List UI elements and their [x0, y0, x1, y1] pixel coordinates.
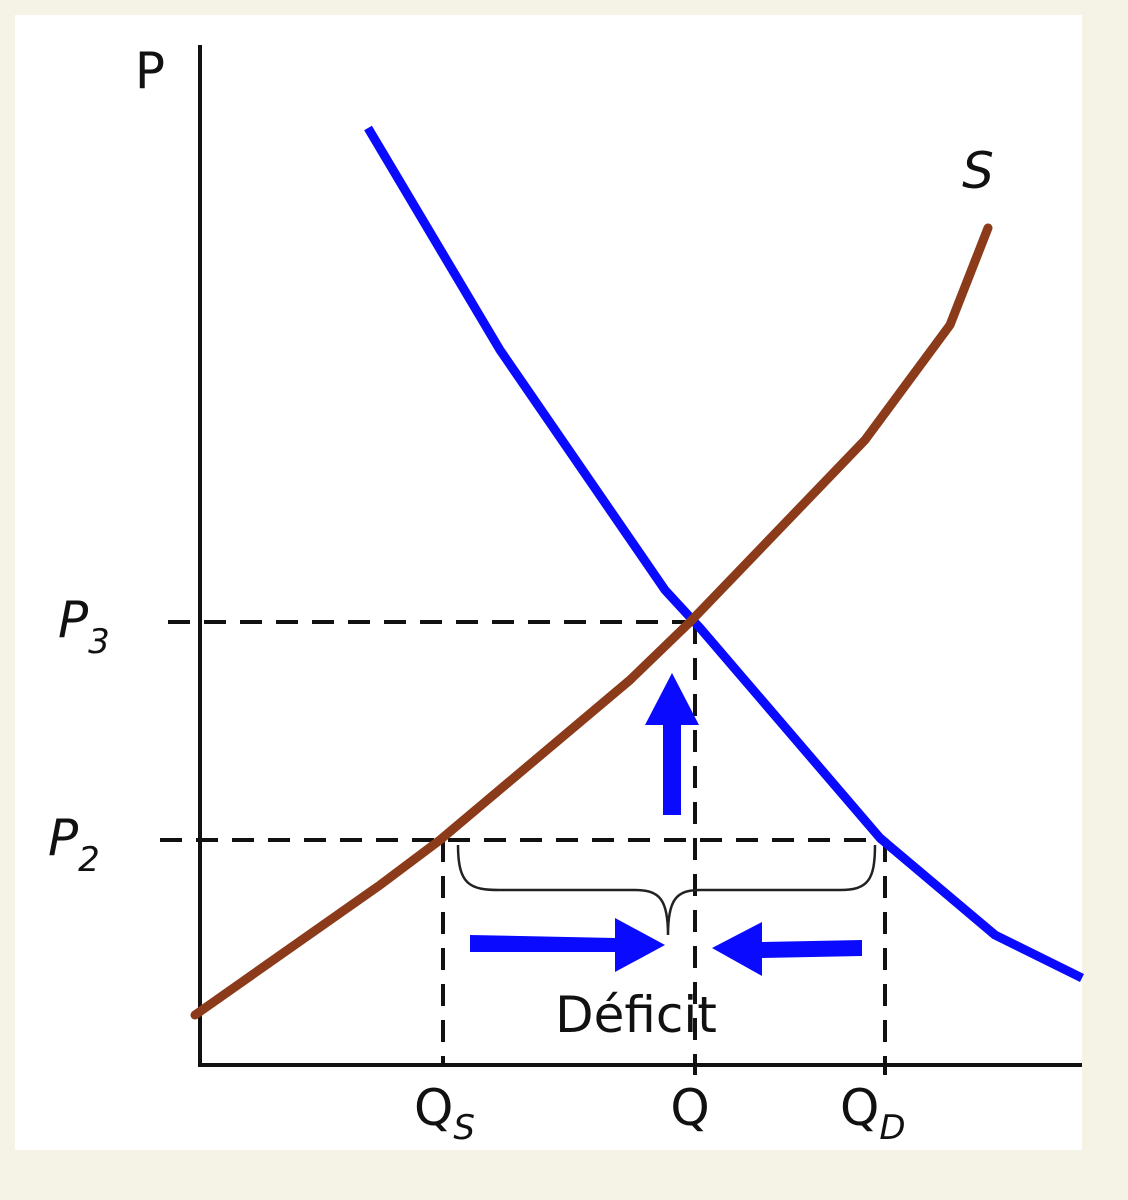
quantity-sub: D: [879, 1108, 905, 1148]
quantity-label: QD: [840, 1079, 906, 1148]
right-arrow: [470, 918, 665, 972]
up-arrow-shaft: [663, 722, 681, 815]
quantity-label: Q: [670, 1079, 709, 1137]
price-main: P: [48, 809, 79, 867]
arrows: [470, 673, 862, 976]
price-main: P: [58, 591, 89, 649]
up-arrow-head: [645, 673, 699, 725]
axis-label: P: [135, 42, 165, 100]
price-sub: 2: [78, 840, 100, 880]
panel: [15, 15, 1082, 1150]
quantity-sub: S: [453, 1108, 475, 1148]
quantity-label: QS: [414, 1079, 475, 1148]
curve-label: S: [962, 142, 994, 200]
supply-curve: [190, 223, 993, 1020]
quantity-main: Q: [414, 1079, 453, 1137]
price-label: P3: [58, 591, 110, 662]
brace: [456, 844, 877, 936]
left-arrow: [712, 922, 862, 976]
demand-curve: [364, 125, 1084, 983]
annotation: Déficit: [555, 986, 717, 1044]
price-sub: 3: [88, 622, 110, 662]
quantity-main: Q: [840, 1079, 879, 1137]
price-label: P2: [48, 809, 100, 880]
